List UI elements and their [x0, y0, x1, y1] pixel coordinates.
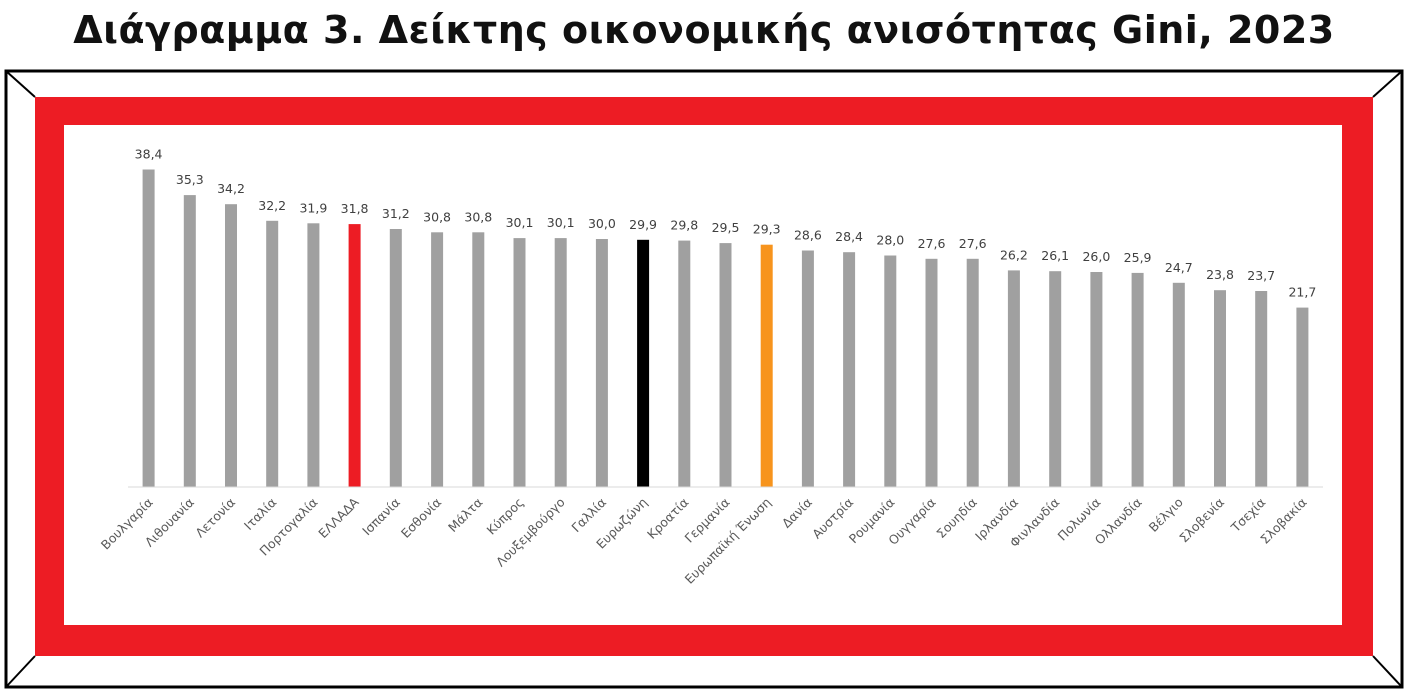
bar-value-label: 23,7: [1247, 268, 1275, 283]
bar: [801, 250, 814, 487]
bar-value-label: 26,0: [1082, 249, 1110, 264]
bar: [266, 220, 279, 488]
bar-value-label: 21,7: [1288, 285, 1316, 300]
bar: [1214, 290, 1226, 487]
bar: [513, 238, 526, 487]
bar-value-label: 26,2: [1000, 247, 1028, 262]
bar: [142, 169, 155, 487]
bar: [884, 255, 897, 487]
bar-value-label: 24,7: [1165, 260, 1193, 275]
category-label: Δανία: [779, 495, 815, 531]
bar: [637, 239, 650, 487]
bar-value-label: 29,3: [753, 222, 781, 237]
bar-value-label: 23,8: [1206, 267, 1234, 282]
bar-value-label: 25,9: [1124, 250, 1152, 265]
bar-value-label: 29,5: [712, 220, 740, 235]
bar: [1007, 270, 1020, 487]
bar: [1172, 282, 1185, 487]
bar: [843, 252, 856, 487]
bar-value-label: 26,1: [1041, 248, 1069, 263]
category-label: Λετονία: [192, 495, 238, 541]
bar: [1131, 272, 1144, 487]
bar-value-label: 34,2: [217, 181, 245, 196]
bar: [1255, 291, 1268, 487]
chart-title: Διάγραμμα 3. Δείκτης οικονομικής ανισότη…: [73, 8, 1335, 52]
category-label: Τσεχία: [1227, 495, 1268, 536]
bar: [1296, 307, 1309, 487]
bar-value-label: 30,0: [588, 216, 616, 231]
category-label: ΕΛΛΑΔΑ: [315, 494, 362, 541]
bar-value-label: 31,9: [299, 200, 327, 215]
bar-value-label: 31,8: [341, 201, 369, 216]
bar: [719, 243, 732, 487]
category-label: Σλοβενία: [1176, 495, 1227, 546]
category-label: Μάλτα: [445, 495, 485, 535]
chart-area: 38,4 Βουλγαρία 35,3 Λιθουανία 34,2 Λετονία 32,…: [64, 125, 1342, 625]
frame-bevel-line: [5, 655, 36, 688]
bar-value-label: 28,4: [835, 229, 863, 244]
bar: [348, 224, 361, 487]
bar: [1049, 271, 1062, 487]
bar-value-label: 28,6: [794, 228, 822, 243]
bar-value-label: 38,4: [135, 147, 163, 162]
frame-bevel-line: [1372, 70, 1403, 98]
bar-value-label: 27,6: [959, 236, 987, 251]
bar: [760, 244, 773, 487]
category-label: Εσθονία: [398, 495, 444, 541]
bar: [595, 239, 608, 487]
bar-value-label: 32,2: [258, 198, 286, 213]
category-label: Γαλλία: [568, 495, 609, 536]
bar-value-label: 28,0: [876, 233, 904, 248]
bar: [678, 240, 691, 487]
bar-value-label: 30,8: [464, 209, 492, 224]
bar: [225, 204, 237, 487]
bar-value-label: 30,1: [547, 215, 575, 230]
bar-value-label: 30,8: [423, 209, 451, 224]
bar: [1090, 272, 1103, 487]
frame-bevel-line: [1372, 655, 1403, 688]
bar: [307, 223, 320, 488]
bar-value-label: 35,3: [176, 172, 204, 187]
frame-bevel-line: [5, 70, 36, 98]
bar-value-label: 31,2: [382, 206, 410, 221]
bar: [554, 238, 567, 487]
bar-value-label: 29,9: [629, 217, 657, 232]
bar: [925, 258, 938, 487]
category-label: Βέλγιο: [1146, 495, 1186, 535]
bar: [389, 229, 402, 487]
bar: [472, 232, 485, 487]
bar-chart: 38,4Βουλγαρία35,3Λιθουανία34,2Λετονία32,…: [98, 147, 1323, 587]
bar-value-label: 30,1: [506, 215, 534, 230]
bar: [966, 258, 979, 487]
category-label: Ισπανία: [359, 495, 403, 539]
bar-value-label: 29,8: [670, 218, 698, 233]
category-label: Ιταλία: [241, 495, 279, 533]
bar: [431, 232, 444, 487]
bar-value-label: 27,6: [918, 236, 946, 251]
bar: [183, 195, 196, 487]
